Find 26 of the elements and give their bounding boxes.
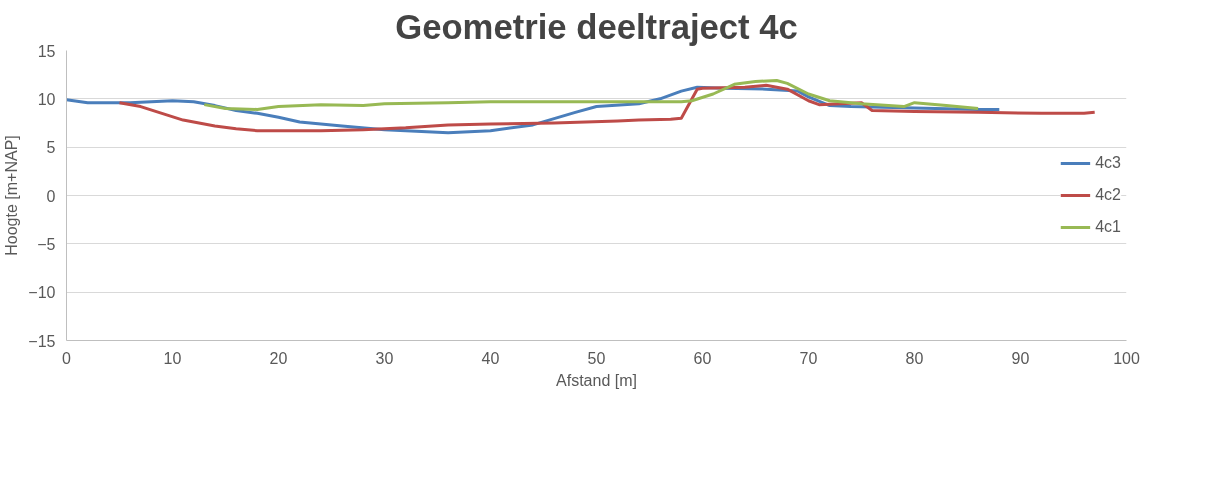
line-series [118, 83, 1097, 133]
legend-label: 4c1 [1095, 218, 1121, 236]
x-tick-label: 70 [799, 349, 818, 367]
y-tick-label: 15 [37, 42, 56, 60]
x-tick-label: 40 [481, 349, 500, 367]
legend-label: 4c3 [1095, 154, 1121, 172]
y-tick-label: −15 [28, 332, 56, 350]
x-tick-label: 50 [587, 349, 606, 367]
y-axis-title: Hoogte [m+NAP] [3, 135, 21, 256]
x-tick-label: 0 [62, 349, 72, 367]
x-tick-label: 30 [375, 349, 394, 367]
x-tick-label: 20 [269, 349, 288, 367]
x-tick-label: 100 [1113, 349, 1140, 367]
y-tick-label: 0 [46, 187, 56, 205]
x-tick-label: 10 [163, 349, 182, 367]
x-tick-label: 90 [1011, 349, 1030, 367]
y-tick-label: 10 [37, 90, 56, 108]
chart-title: Geometrie deeltraject 4c [395, 7, 798, 46]
x-axis-title: Afstand [m] [556, 371, 637, 389]
legend-label: 4c2 [1095, 186, 1121, 204]
y-tick-label: −5 [37, 235, 56, 253]
x-tick-label: 60 [693, 349, 712, 367]
y-tick-label: −10 [28, 284, 56, 302]
line-series [202, 78, 980, 111]
y-tick-label: 5 [46, 139, 56, 157]
x-tick-label: 80 [905, 349, 924, 367]
